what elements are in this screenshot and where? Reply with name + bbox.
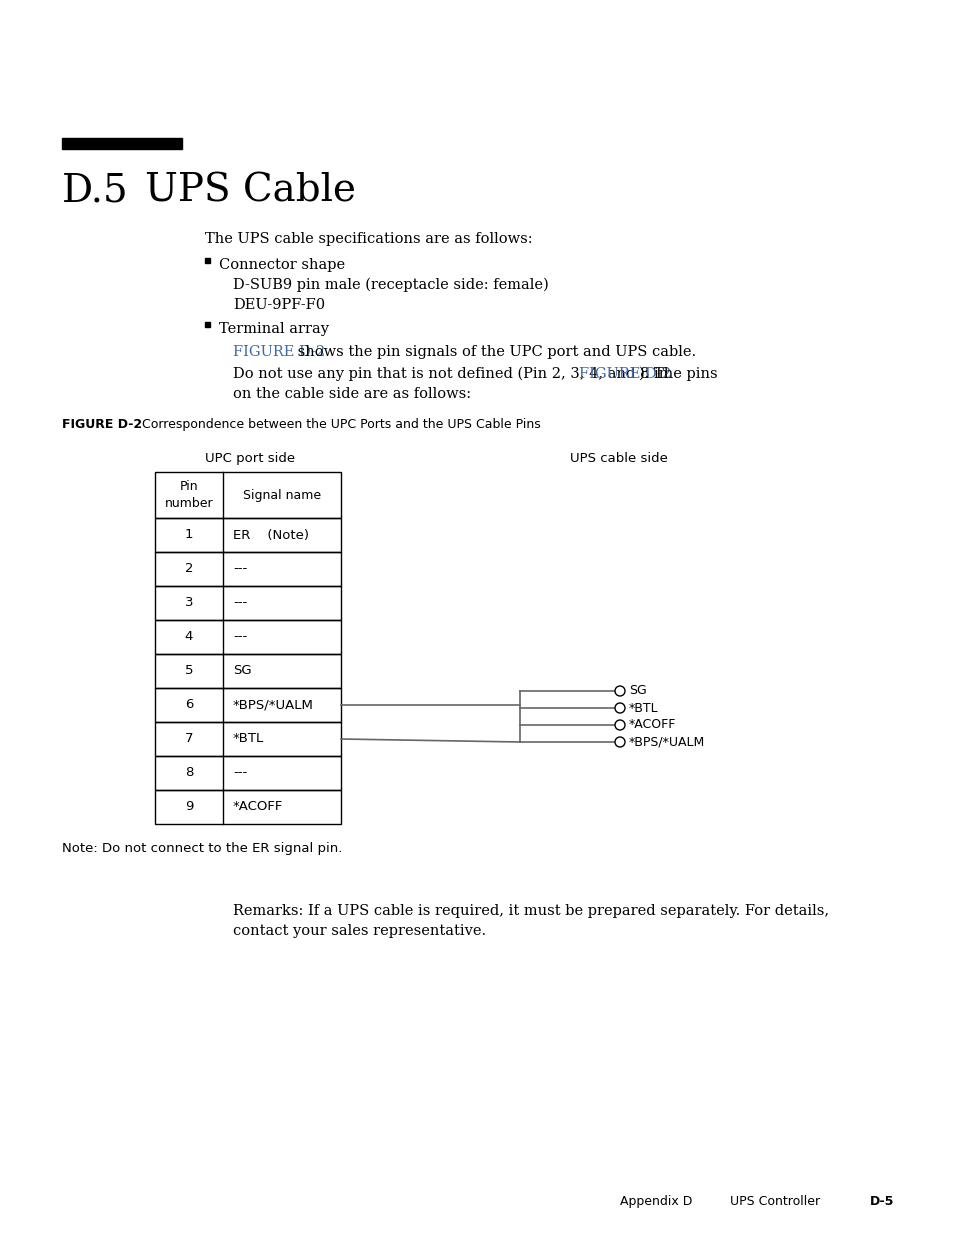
- Circle shape: [615, 703, 624, 713]
- Circle shape: [615, 685, 624, 697]
- Text: 7: 7: [185, 732, 193, 746]
- Text: DEU-9PF-F0: DEU-9PF-F0: [233, 298, 325, 312]
- Text: The UPS cable specifications are as follows:: The UPS cable specifications are as foll…: [205, 232, 532, 246]
- Text: 6: 6: [185, 699, 193, 711]
- Text: *BTL: *BTL: [233, 732, 264, 746]
- Text: *ACOFF: *ACOFF: [628, 719, 676, 731]
- Bar: [205, 258, 210, 263]
- Text: 1: 1: [185, 529, 193, 541]
- Text: contact your sales representative.: contact your sales representative.: [233, 924, 486, 939]
- Text: D.5: D.5: [62, 172, 129, 209]
- Text: 2: 2: [185, 562, 193, 576]
- Text: 4: 4: [185, 631, 193, 643]
- Text: D-SUB9 pin male (receptacle side: female): D-SUB9 pin male (receptacle side: female…: [233, 278, 548, 293]
- Text: *BPS/*UALM: *BPS/*UALM: [628, 736, 704, 748]
- Text: UPS Controller: UPS Controller: [729, 1195, 820, 1208]
- Text: Pin
number: Pin number: [165, 480, 213, 510]
- Text: ---: ---: [233, 767, 247, 779]
- Text: UPS Cable: UPS Cable: [145, 172, 355, 209]
- Text: Terminal array: Terminal array: [219, 322, 329, 336]
- Circle shape: [615, 720, 624, 730]
- Text: *ACOFF: *ACOFF: [233, 800, 283, 814]
- Text: 5: 5: [185, 664, 193, 678]
- Text: 9: 9: [185, 800, 193, 814]
- Text: *BTL: *BTL: [628, 701, 658, 715]
- Text: *BPS/*UALM: *BPS/*UALM: [233, 699, 314, 711]
- Text: UPS cable side: UPS cable side: [569, 452, 667, 466]
- Text: D-5: D-5: [869, 1195, 893, 1208]
- Text: 8: 8: [185, 767, 193, 779]
- Text: ---: ---: [233, 562, 247, 576]
- Text: ). The pins: ). The pins: [639, 367, 718, 382]
- Circle shape: [615, 737, 624, 747]
- Text: SG: SG: [628, 684, 646, 698]
- Text: shows the pin signals of the UPC port and UPS cable.: shows the pin signals of the UPC port an…: [294, 345, 696, 359]
- Text: Do not use any pin that is not defined (Pin 2, 3, 4, and 8 in: Do not use any pin that is not defined (…: [233, 367, 672, 382]
- Text: FIGURE D-2: FIGURE D-2: [62, 417, 142, 431]
- Text: Note: Do not connect to the ER signal pin.: Note: Do not connect to the ER signal pi…: [62, 842, 342, 855]
- Text: Appendix D: Appendix D: [619, 1195, 692, 1208]
- Text: 3: 3: [185, 597, 193, 610]
- Bar: [205, 322, 210, 327]
- Text: FIGURE D-2: FIGURE D-2: [578, 367, 670, 382]
- Text: UPC port side: UPC port side: [205, 452, 294, 466]
- Text: Correspondence between the UPC Ports and the UPS Cable Pins: Correspondence between the UPC Ports and…: [126, 417, 540, 431]
- Text: ER    (Note): ER (Note): [233, 529, 309, 541]
- Text: ---: ---: [233, 631, 247, 643]
- Text: Remarks: If a UPS cable is required, it must be prepared separately. For details: Remarks: If a UPS cable is required, it …: [233, 904, 828, 918]
- Text: ---: ---: [233, 597, 247, 610]
- Text: FIGURE D-2: FIGURE D-2: [233, 345, 325, 359]
- Text: SG: SG: [233, 664, 252, 678]
- Text: on the cable side are as follows:: on the cable side are as follows:: [233, 387, 471, 401]
- Text: Connector shape: Connector shape: [219, 258, 345, 272]
- Text: Signal name: Signal name: [243, 489, 321, 501]
- Bar: [62, 138, 182, 149]
